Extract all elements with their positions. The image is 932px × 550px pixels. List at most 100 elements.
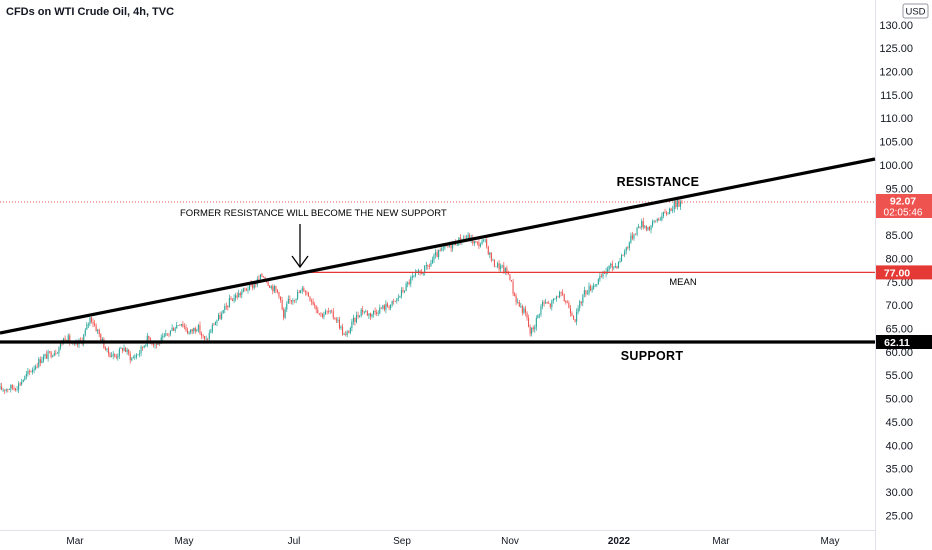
candle-body — [655, 220, 657, 222]
candle-body — [197, 325, 199, 331]
candle-body — [289, 299, 291, 301]
candle-body — [535, 318, 537, 328]
time-tick-label: Jul — [288, 536, 301, 547]
candle-body — [447, 246, 449, 247]
candle-body — [27, 371, 29, 374]
candle-body — [123, 348, 125, 351]
candle-body — [404, 290, 406, 292]
candle-body — [469, 234, 471, 241]
last-price-value: 92.07 — [890, 196, 916, 208]
candle-body — [664, 212, 666, 213]
candle-body — [352, 317, 354, 322]
candle-body — [545, 302, 547, 304]
mean-price-tag[interactable] — [876, 265, 932, 280]
candle-body — [621, 255, 623, 262]
drawings-group[interactable]: FORMER RESISTANCE WILL BECOME THE NEW SU… — [0, 157, 932, 363]
candle-body — [187, 330, 189, 334]
candle-body — [346, 331, 348, 335]
candle-body — [340, 326, 342, 328]
candle-body — [233, 298, 235, 301]
candle-body — [112, 354, 114, 356]
candle-body — [342, 326, 344, 335]
candle-body — [636, 228, 638, 235]
candle-body — [177, 325, 179, 326]
candle-body — [276, 289, 278, 292]
candle-body — [422, 273, 424, 275]
candle-body — [46, 354, 48, 359]
candle-body — [617, 262, 619, 268]
candle-body — [157, 342, 159, 345]
candle-body — [439, 249, 441, 251]
candle-body — [514, 293, 516, 297]
candle-body — [436, 252, 438, 257]
candle-body — [597, 279, 599, 284]
candle-body — [518, 302, 520, 307]
candle-body — [442, 247, 444, 249]
candle-body — [500, 265, 502, 270]
candle-body — [304, 291, 306, 293]
candle-body — [377, 313, 379, 314]
candle-body — [335, 319, 337, 321]
candle-body — [580, 301, 582, 303]
candle-body — [247, 289, 249, 291]
support-label: SUPPORT — [621, 349, 684, 363]
support-price-tag[interactable] — [876, 335, 932, 349]
candle-body — [627, 247, 629, 249]
candle-body — [269, 285, 271, 288]
candle-body — [675, 201, 677, 207]
candle-body — [419, 270, 421, 273]
candle-body — [393, 300, 395, 302]
time-tick-label: May — [821, 536, 840, 547]
candle-body — [52, 355, 54, 357]
candle-body — [639, 226, 641, 228]
candle-body — [390, 304, 392, 309]
candle-body — [176, 325, 178, 329]
candle-body — [22, 380, 24, 382]
candle-body — [33, 368, 35, 370]
candle-body — [351, 321, 353, 328]
candle-body — [295, 298, 297, 301]
candle-body — [53, 353, 55, 356]
candle-body — [650, 225, 652, 230]
candle-body — [205, 339, 207, 340]
candle-body — [608, 265, 610, 270]
candle-body — [10, 384, 12, 390]
candle-body — [507, 272, 509, 275]
candle-body — [596, 284, 598, 285]
candle-body — [546, 302, 548, 304]
candle-body — [355, 315, 357, 322]
candle-body — [349, 328, 351, 333]
last-price-tag[interactable] — [876, 194, 932, 218]
candle-body — [166, 333, 168, 334]
candle-body — [452, 243, 454, 249]
price-tick-label: 40.00 — [885, 440, 913, 452]
candle-body — [84, 329, 86, 336]
candle-body — [647, 227, 649, 230]
candle-body — [326, 311, 328, 312]
candle-body — [345, 334, 347, 336]
candle-body — [142, 346, 144, 348]
time-axis[interactable]: Mar May Jul Sep Nov 2022 Mar May — [66, 536, 839, 547]
candle-body — [214, 322, 216, 325]
candle-body — [94, 323, 96, 326]
candle-body — [244, 288, 246, 290]
candle-body — [174, 328, 176, 331]
candle-body — [21, 381, 23, 385]
currency-badge[interactable]: USD — [902, 3, 929, 19]
candle-body — [145, 345, 147, 346]
candle-body — [30, 371, 32, 372]
candle-body — [131, 358, 133, 361]
resistance-trendline[interactable] — [0, 157, 876, 335]
candle-body — [348, 331, 350, 333]
candle-body — [371, 314, 373, 317]
price-tick-label: 75.00 — [885, 277, 913, 289]
time-tick-label: Sep — [393, 536, 411, 547]
candle-body — [574, 319, 576, 322]
candle-body — [490, 252, 492, 261]
candle-body — [534, 327, 536, 330]
candle-body — [391, 300, 393, 305]
candle-body — [323, 314, 325, 317]
candle-body — [382, 305, 384, 309]
